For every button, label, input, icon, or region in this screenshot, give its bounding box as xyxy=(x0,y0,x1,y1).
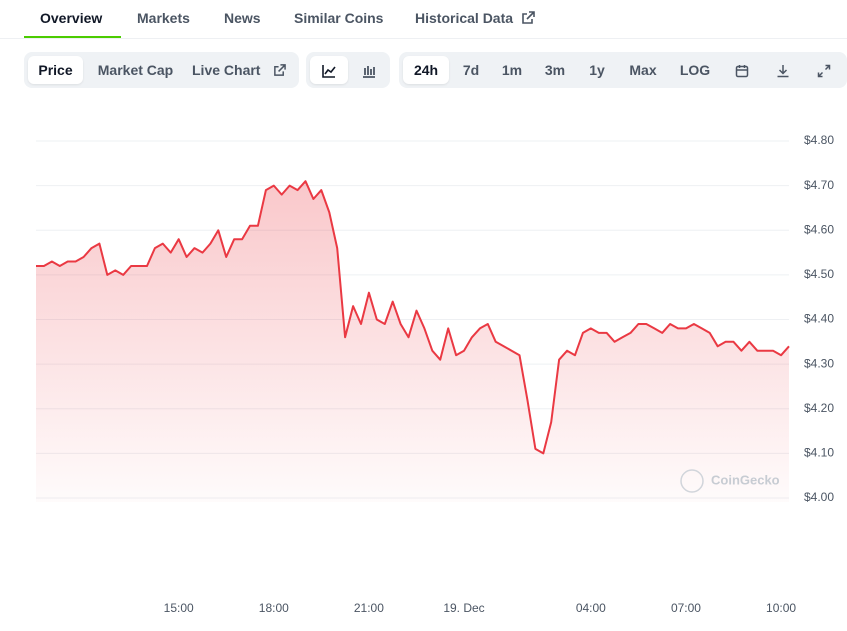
tab[interactable]: News xyxy=(224,10,261,26)
y-tick-label: $4.20 xyxy=(804,401,834,415)
plot: $4.00 $4.10 $4.20 $4.30 $4.40 $4.50 $4.60 $4.70… xyxy=(36,133,834,615)
range-button[interactable]: 3m xyxy=(544,62,566,78)
line-chart-button[interactable] xyxy=(310,56,348,84)
y-tick-label: $4.00 xyxy=(804,490,834,504)
y-tick-label: $4.10 xyxy=(804,446,834,460)
x-tick-label: 10:00 xyxy=(766,601,796,615)
range-button[interactable]: 7d xyxy=(462,62,480,78)
range-button[interactable]: Max xyxy=(629,62,657,78)
tab[interactable]: Overview xyxy=(40,10,103,26)
view-button[interactable]: Market Cap xyxy=(97,62,174,78)
external-icon xyxy=(522,11,535,24)
y-tick-label: $4.80 xyxy=(804,133,834,147)
watermark-logo xyxy=(680,469,704,493)
x-tick-label: 18:00 xyxy=(259,601,289,615)
y-tick-label: $4.60 xyxy=(804,222,834,236)
tab-bar: Overview Markets News Similar Coins Hist… xyxy=(0,0,847,39)
range-button[interactable]: 1y xyxy=(589,62,605,78)
tab[interactable]: Markets xyxy=(137,10,190,26)
price-chart: $4.00 $4.10 $4.20 $4.30 $4.40 $4.50 $4.60 $4.70… xyxy=(36,133,834,615)
tab[interactable]: Similar Coins xyxy=(294,10,384,26)
y-tick-label: $4.70 xyxy=(804,178,834,192)
external-icon xyxy=(274,64,286,76)
calendar-button[interactable] xyxy=(727,56,757,84)
x-tick-label: 15:00 xyxy=(164,601,194,615)
x-tick-label: 04:00 xyxy=(576,601,606,615)
chart-style-group xyxy=(306,52,390,88)
x-tick-label: 21:00 xyxy=(354,601,384,615)
y-tick-label: $4.30 xyxy=(804,356,834,370)
range-button[interactable]: 24h xyxy=(403,56,449,84)
candle-chart-button[interactable] xyxy=(350,56,388,84)
view-button[interactable]: Live Chart xyxy=(192,62,261,78)
x-tick-label: 19. Dec xyxy=(443,601,484,615)
active-underline xyxy=(24,36,121,38)
price-area xyxy=(36,181,789,502)
range-button[interactable]: LOG xyxy=(679,62,711,78)
y-tick-label: $4.40 xyxy=(804,312,834,326)
price-line xyxy=(36,180,790,455)
fullscreen-button[interactable] xyxy=(809,56,839,84)
view-button[interactable]: Price xyxy=(28,56,83,84)
tab[interactable]: Historical Data xyxy=(415,10,514,26)
download-button[interactable] xyxy=(768,56,798,84)
range-group: 24h 7d 1m 3m 1y Max LOG xyxy=(399,52,847,88)
range-button[interactable]: 1m xyxy=(501,62,523,78)
watermark: CoinGecko xyxy=(711,472,780,487)
x-tick-label: 07:00 xyxy=(671,601,701,615)
y-tick-label: $4.50 xyxy=(804,267,834,281)
view-group: Price Market Cap Live Chart xyxy=(24,52,299,88)
